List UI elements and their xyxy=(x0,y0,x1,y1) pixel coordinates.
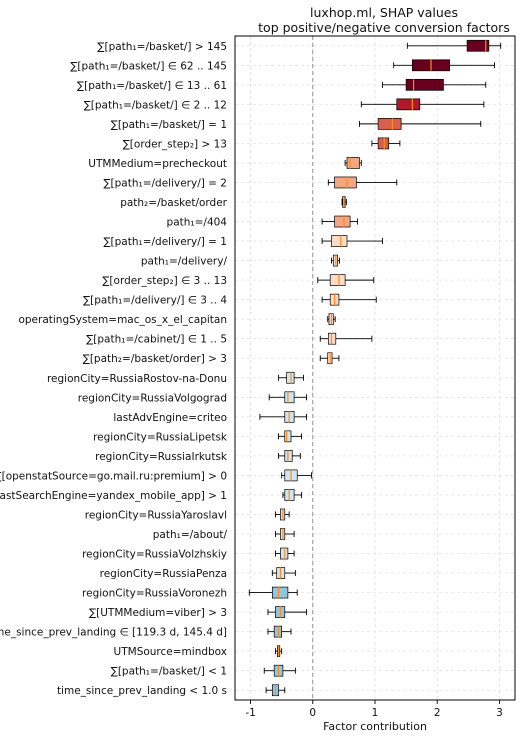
factor-box xyxy=(259,410,308,423)
factor-label: UTMSource=mindbox xyxy=(114,646,227,658)
factor-label: regionCity=RussiaYaroslavl xyxy=(85,509,227,521)
factor-label: time_since_prev_landing < 1.0 s xyxy=(57,685,227,697)
factor-box xyxy=(267,606,308,618)
factor-box xyxy=(319,332,373,345)
factor-box xyxy=(267,625,292,638)
factor-label: ∑[path₁=/basket/] ∈ 13 .. 61 xyxy=(77,80,227,92)
factor-box xyxy=(282,489,303,501)
factor-label: regionCity=RussiaVolgograd xyxy=(78,392,227,404)
iqr-box xyxy=(331,235,348,247)
factor-box xyxy=(281,469,312,482)
factor-label: ∑[path₁=/basket/] ∈ 2 .. 12 xyxy=(84,99,227,111)
factor-label: ∑[path₁=/delivery/] = 1 xyxy=(103,236,227,248)
factor-box xyxy=(360,98,485,111)
factor-box xyxy=(321,235,383,247)
factor-box xyxy=(274,645,283,658)
iqr-box xyxy=(284,450,293,462)
iqr-box xyxy=(396,98,421,111)
factor-box xyxy=(317,274,375,286)
x-tick-label: 3 xyxy=(496,707,503,719)
grid xyxy=(235,36,515,700)
factor-label: ∑[path₁=/basket/] ∈ 62 .. 145 xyxy=(70,60,227,72)
factor-label: regionCity=RussiaLipetsk xyxy=(93,431,228,443)
iqr-box xyxy=(284,391,295,404)
factor-box xyxy=(274,508,290,521)
factor-box xyxy=(263,664,296,677)
iqr-box xyxy=(327,332,337,345)
factor-label: regionCity=RussiaVolzhskiy xyxy=(82,549,227,561)
factor-label: ∑[openstatSource=go.mail.ru:premium] > 0 xyxy=(0,470,227,482)
factor-label: operatingSystem=mac_os_x_el_capitan xyxy=(18,314,227,326)
x-tick-label: -1 xyxy=(245,707,255,719)
factor-box xyxy=(327,313,336,326)
iqr-box xyxy=(280,547,289,560)
x-axis-label: Factor contribution xyxy=(323,720,427,733)
factor-box xyxy=(265,684,286,697)
factor-box xyxy=(271,567,296,579)
factor-box xyxy=(278,371,304,384)
factor-box xyxy=(321,293,377,306)
factor-box xyxy=(393,59,495,72)
iqr-box xyxy=(377,118,402,130)
factor-box xyxy=(344,157,362,169)
iqr-box xyxy=(273,625,283,638)
factor-label: lastAdvEngine=criteo xyxy=(113,412,227,424)
x-ticks: -1 0 1 2 3 xyxy=(245,700,503,719)
factor-box xyxy=(268,391,308,404)
factor-label: ∑[path₁=/cabinet/] ∈ 1 .. 5 xyxy=(86,334,227,346)
factor-label: ∑[path₁=/basket/] < 1 xyxy=(111,666,227,678)
factor-label: regionCity=RussiaPenza xyxy=(100,568,227,580)
factor-label: ∑[UTMMedium=viber] > 3 xyxy=(89,607,227,619)
factor-label: ∑[path₁=/delivery/] ∈ 3 .. 4 xyxy=(83,295,227,307)
factor-box xyxy=(274,528,295,540)
factor-label: ∑[path₁=/delivery/] = 2 xyxy=(103,177,227,189)
factor-label: regionCity=RussiaVoronezh xyxy=(82,588,227,600)
chart-title-line2: top positive/negative conversion factors xyxy=(258,20,510,35)
factor-label: path₁=/404 xyxy=(167,217,228,229)
factor-box xyxy=(327,176,398,189)
factor-box xyxy=(330,254,340,267)
factor-label: ∑[path₁=/basket/] = 1 xyxy=(111,119,227,131)
factor-box xyxy=(382,78,487,91)
iqr-box xyxy=(334,215,351,228)
factor-box xyxy=(248,586,298,599)
factor-label: ∑[path₁=/basket/] > 145 xyxy=(97,41,227,53)
factor-label: ∑[order_step₂] ∈ 3 .. 13 xyxy=(102,275,227,287)
iqr-box xyxy=(334,176,357,189)
factor-box xyxy=(406,39,502,52)
factor-box xyxy=(319,352,340,365)
factor-box xyxy=(274,547,295,560)
factor-box xyxy=(278,450,301,462)
factor-label: path₁=/about/ xyxy=(153,529,228,541)
iqr-box xyxy=(346,157,360,169)
factor-label: path₁=/delivery/ xyxy=(141,256,228,268)
factor-label: time_since_prev_landing ∈ [119.3 d, 145.… xyxy=(0,627,227,639)
x-tick-label: 0 xyxy=(309,707,316,719)
boxes xyxy=(248,39,502,697)
chart-title-line1: luxhop.ml, SHAP values xyxy=(310,5,458,20)
x-tick-label: 1 xyxy=(372,707,379,719)
factor-box xyxy=(321,215,359,228)
iqr-box xyxy=(466,39,490,52)
iqr-box xyxy=(377,137,390,150)
factor-label: ∑[order_step₂] > 13 xyxy=(123,138,227,150)
factor-label: regionCity=RussiaIrkutsk xyxy=(95,451,228,463)
factor-label: path₂=/basket/order xyxy=(120,197,227,209)
iqr-box xyxy=(329,274,346,286)
iqr-box xyxy=(405,78,444,91)
factor-labels: ∑[path₁=/basket/] > 145 ∑[path₁=/basket/]… xyxy=(0,41,228,697)
factor-box xyxy=(278,430,303,443)
factor-box xyxy=(358,118,482,130)
factor-box xyxy=(341,196,347,208)
iqr-box xyxy=(284,430,292,443)
factor-box xyxy=(371,137,401,150)
iqr-box xyxy=(286,371,295,384)
factor-label: UTMMedium=precheckout xyxy=(88,158,227,170)
x-tick-label: 2 xyxy=(434,707,441,719)
factor-label: ∑[path₂=/basket/order] > 3 xyxy=(83,353,227,365)
factor-label: ∑[lastSearchEngine=yandex_mobile_app] > … xyxy=(0,490,227,502)
iqr-box xyxy=(271,586,289,599)
factor-label: regionCity=RussiaRostov-na-Donu xyxy=(47,373,227,385)
